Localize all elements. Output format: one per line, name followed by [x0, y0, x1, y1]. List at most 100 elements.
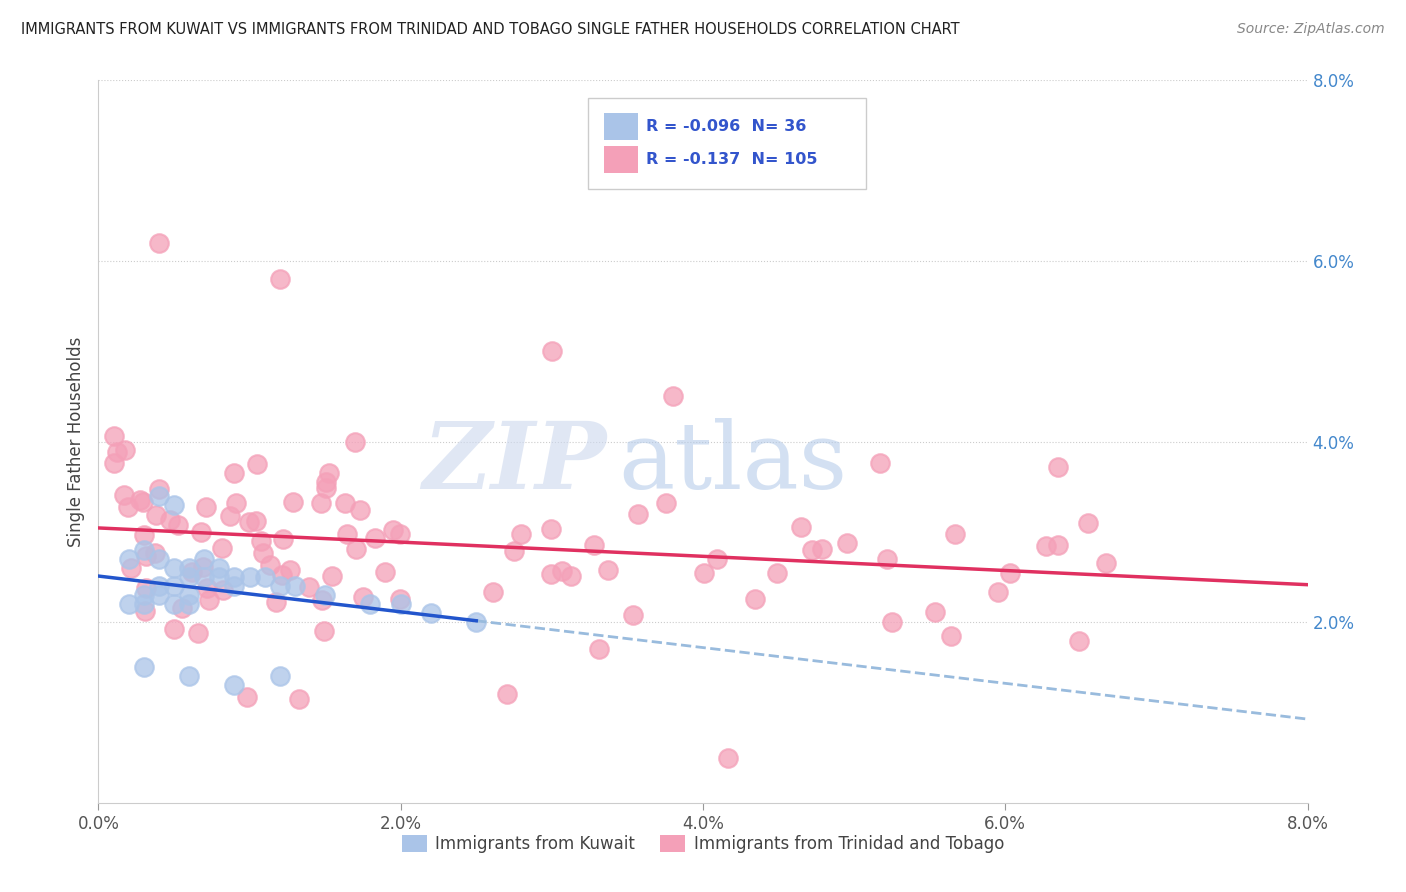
Point — [693, 566, 716, 580]
Point — [211, 541, 233, 556]
Point — [222, 466, 245, 480]
Point — [717, 750, 740, 764]
Point — [212, 583, 235, 598]
Point — [318, 467, 340, 481]
Point — [284, 579, 307, 593]
Point — [596, 563, 619, 577]
Point — [344, 541, 367, 556]
Point — [172, 600, 194, 615]
Point — [120, 561, 142, 575]
Point — [219, 508, 242, 523]
Point — [1046, 538, 1069, 552]
Point — [344, 434, 367, 449]
Point — [540, 344, 562, 359]
Point — [148, 489, 170, 503]
Text: IMMIGRANTS FROM KUWAIT VS IMMIGRANTS FROM TRINIDAD AND TOBAGO SINGLE FATHER HOUS: IMMIGRANTS FROM KUWAIT VS IMMIGRANTS FRO… — [21, 22, 960, 37]
Point — [179, 669, 201, 683]
Point — [132, 597, 155, 611]
Point — [560, 569, 582, 583]
Point — [195, 581, 218, 595]
Point — [208, 561, 231, 575]
Point — [765, 566, 787, 580]
Point — [148, 482, 170, 496]
Point — [259, 558, 281, 573]
Point — [269, 579, 291, 593]
Point — [510, 527, 533, 541]
Point — [269, 669, 291, 683]
Point — [287, 692, 309, 706]
Point — [269, 272, 291, 286]
Point — [939, 629, 962, 643]
Point — [224, 579, 246, 593]
Point — [283, 495, 305, 509]
Point — [252, 546, 274, 560]
Point — [163, 622, 186, 636]
Point — [163, 597, 186, 611]
Point — [179, 597, 201, 611]
Point — [278, 563, 301, 577]
Point — [198, 592, 221, 607]
Text: R = -0.096  N= 36: R = -0.096 N= 36 — [647, 119, 807, 134]
Point — [924, 605, 946, 619]
Point — [551, 564, 574, 578]
Text: Source: ZipAtlas.com: Source: ZipAtlas.com — [1237, 22, 1385, 37]
Point — [135, 549, 157, 564]
FancyBboxPatch shape — [588, 98, 866, 189]
Point — [195, 500, 218, 514]
Point — [811, 541, 834, 556]
Point — [315, 475, 337, 489]
Point — [374, 566, 396, 580]
Point — [128, 493, 150, 508]
Point — [540, 522, 562, 536]
Point — [987, 584, 1010, 599]
Point — [117, 500, 139, 515]
Point — [148, 588, 170, 602]
Point — [224, 570, 246, 584]
Point — [179, 588, 201, 602]
Point — [321, 568, 343, 582]
Point — [389, 597, 412, 611]
Point — [349, 503, 371, 517]
Point — [1046, 459, 1069, 474]
Point — [148, 235, 170, 250]
Point — [191, 559, 214, 574]
Point — [1077, 516, 1099, 530]
Point — [1067, 633, 1090, 648]
Point — [112, 488, 135, 502]
Point — [193, 570, 215, 584]
Point — [312, 624, 335, 638]
FancyBboxPatch shape — [603, 112, 638, 140]
Point — [163, 498, 186, 512]
Point — [311, 592, 333, 607]
Point — [159, 513, 181, 527]
Point — [225, 496, 247, 510]
Point — [869, 456, 891, 470]
Point — [208, 570, 231, 584]
Point — [224, 678, 246, 692]
Point — [271, 532, 294, 546]
Point — [360, 597, 382, 611]
Point — [105, 445, 128, 459]
Point — [187, 625, 209, 640]
Point — [266, 595, 288, 609]
Point — [180, 566, 202, 580]
Point — [790, 520, 813, 534]
Point — [388, 591, 411, 606]
Point — [503, 544, 526, 558]
Point — [465, 615, 488, 630]
Point — [145, 508, 167, 523]
Point — [627, 507, 650, 521]
Point — [193, 552, 215, 566]
Text: atlas: atlas — [619, 418, 848, 508]
Point — [706, 551, 728, 566]
Point — [190, 524, 212, 539]
Legend: Immigrants from Kuwait, Immigrants from Trinidad and Tobago: Immigrants from Kuwait, Immigrants from … — [395, 828, 1011, 860]
Point — [249, 534, 271, 549]
Point — [132, 495, 155, 509]
Point — [166, 517, 188, 532]
Point — [876, 551, 898, 566]
Point — [246, 458, 269, 472]
Point — [118, 597, 141, 611]
Point — [333, 496, 356, 510]
Point — [352, 590, 374, 604]
